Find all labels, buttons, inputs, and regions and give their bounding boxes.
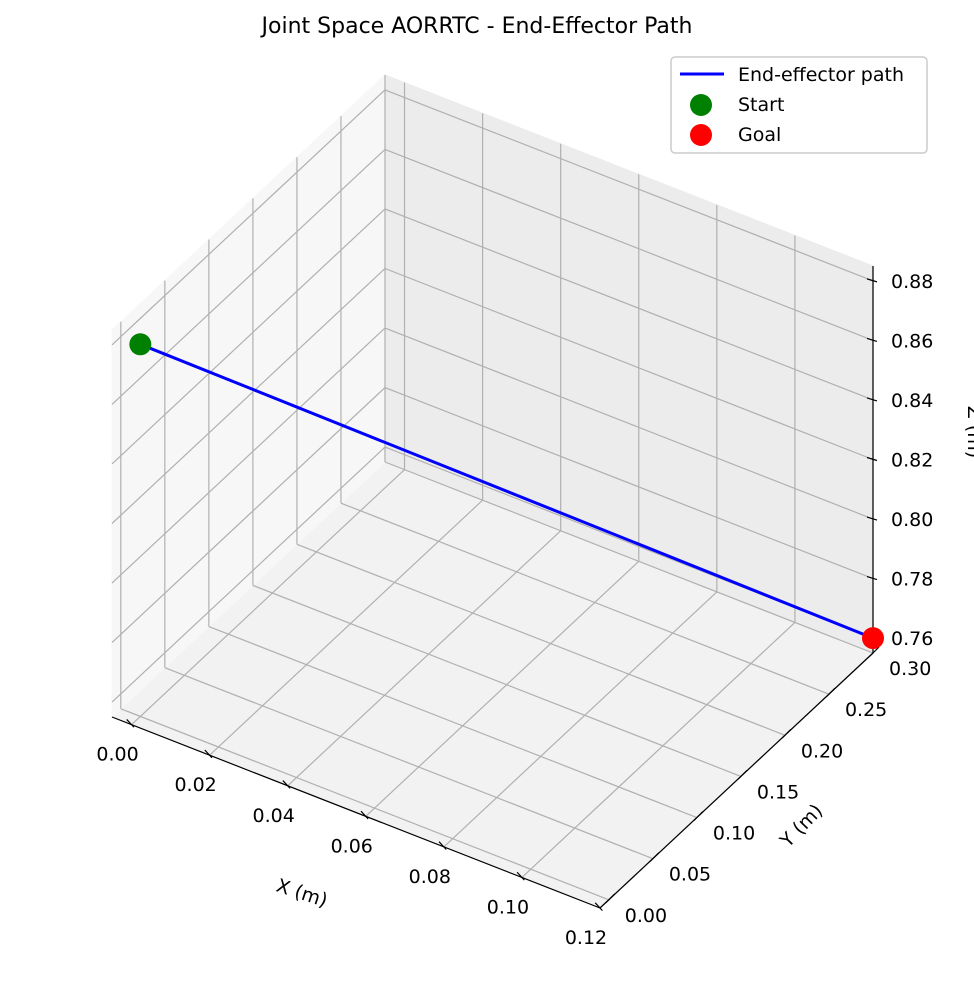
z-axis-label: Z (m) [963, 406, 974, 458]
z-grid-back [384, 267, 874, 461]
z-tick-label: 0.88 [891, 271, 933, 293]
axis-lines [111, 266, 880, 912]
grid-lines [111, 75, 874, 909]
z-tick-mark [866, 278, 878, 283]
y-tick-label: 0.20 [801, 740, 843, 762]
x-tick-mark [282, 780, 291, 789]
z-grid-back [384, 387, 874, 580]
z-tick-label: 0.86 [891, 330, 933, 352]
legend-label-start: Start [738, 94, 784, 116]
x-tick-label: 0.10 [487, 896, 529, 918]
z-tick-label: 0.84 [891, 390, 933, 412]
x-grid-floor [131, 469, 405, 726]
z-grid-left [111, 89, 386, 346]
x-axis-line [111, 716, 601, 909]
x-tick-label: 0.06 [331, 835, 373, 857]
y-grid-floor [164, 667, 654, 860]
y-grid-floor [384, 461, 874, 654]
x-grid-floor [287, 530, 562, 787]
z-grid-back [384, 327, 874, 520]
end-effector-path-line [139, 342, 874, 640]
z-tick-label: 0.82 [891, 450, 933, 472]
y-tick-label: 0.00 [625, 905, 667, 927]
z-grid-back [384, 148, 874, 341]
x-tick-mark [360, 810, 369, 820]
z-tick-label: 0.80 [891, 509, 933, 531]
z-grid-left [111, 268, 386, 524]
z-tick-mark [866, 337, 878, 342]
z-grid-back [384, 89, 874, 282]
z-grid-left [111, 446, 386, 703]
x-tick-mark [516, 871, 525, 881]
z-grid-left [111, 387, 386, 644]
y-axis-label: Y (m) [775, 800, 827, 853]
legend-box [670, 56, 928, 154]
x-grid-floor [365, 560, 640, 817]
y-tick-label: 0.25 [845, 699, 887, 721]
legend-label-path: End-effector path [738, 64, 904, 86]
plot-area [129, 333, 884, 650]
z-tick-mark [866, 397, 878, 402]
x-tick-label: 0.04 [253, 805, 295, 827]
x-tick-label: 0.00 [96, 744, 138, 766]
y-grid-floor [252, 584, 742, 777]
z-grid-left [111, 327, 386, 584]
z-tick-label: 0.76 [891, 628, 933, 650]
x-grid-floor [521, 622, 796, 878]
y-tick-label: 0.30 [889, 658, 931, 680]
y-grid-floor [120, 708, 610, 901]
x-tick-mark [594, 902, 603, 912]
x-axis-label: X (m) [274, 875, 331, 912]
z-tick-mark [866, 456, 878, 462]
tick-labels: 0.000.020.040.060.080.100.120.000.050.10… [96, 271, 933, 949]
y-grid-floor [208, 625, 698, 819]
goal-marker [862, 627, 884, 650]
x-tick-mark [438, 841, 447, 850]
y-tick-label: 0.15 [757, 781, 799, 803]
x-tick-mark [126, 719, 135, 728]
z-tick-mark [866, 516, 878, 521]
x-tick-label: 0.12 [565, 927, 607, 949]
y-grid-floor [340, 502, 830, 695]
legend: End-effector path Start Goal [670, 56, 928, 154]
x-tick-mark [204, 749, 213, 759]
z-grid-back [384, 208, 874, 401]
x-tick-label: 0.02 [174, 774, 216, 796]
y-axis-line [599, 652, 874, 909]
y-tick-label: 0.10 [713, 823, 755, 845]
z-tick-mark [866, 576, 878, 581]
legend-label-goal: Goal [738, 124, 781, 146]
legend-start-marker [690, 94, 712, 116]
start-marker [129, 333, 152, 356]
legend-goal-marker [690, 124, 712, 146]
chart-title: Joint Space AORRTC - End-Effector Path [260, 14, 693, 39]
z-grid-left [111, 148, 386, 405]
x-grid-floor [209, 499, 484, 756]
x-grid-floor [443, 591, 718, 848]
y-grid-floor [296, 543, 786, 736]
z-tick-label: 0.78 [891, 569, 933, 591]
y-tick-label: 0.05 [669, 864, 711, 886]
x-tick-label: 0.08 [409, 866, 451, 888]
z-grid-left [111, 208, 386, 465]
